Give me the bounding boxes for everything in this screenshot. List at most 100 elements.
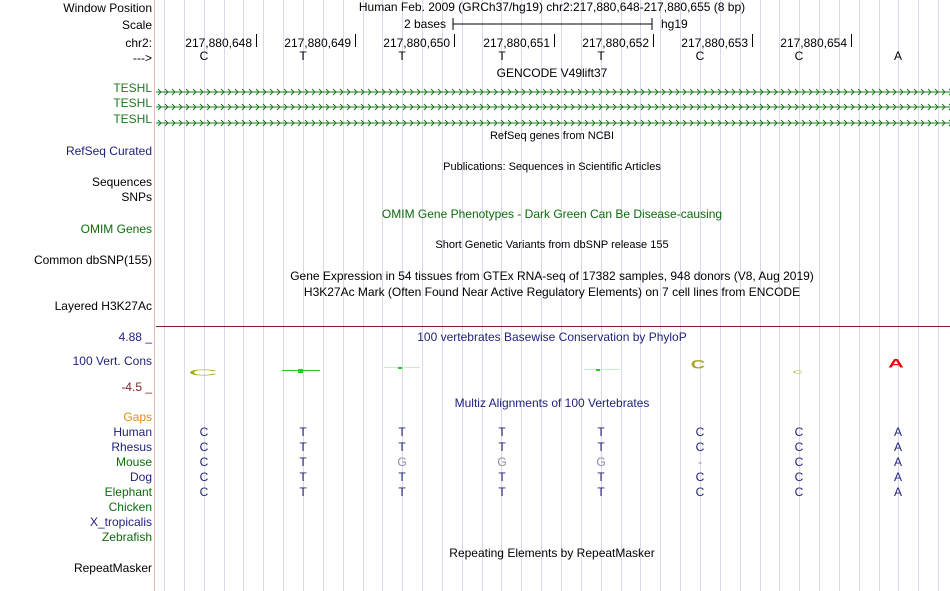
guide-line [859, 0, 860, 591]
phylop-glyph-t-core [596, 369, 600, 371]
guide-line [243, 0, 244, 591]
species-label-human[interactable]: Human [113, 425, 152, 439]
dbsnp-track-title: Short Genetic Variants from dbSNP releas… [435, 239, 669, 251]
gencode-item-label[interactable]: TESHL [113, 112, 152, 126]
guide-line [363, 0, 364, 591]
phylop-glyph-t [584, 369, 620, 370]
publications-track-title: Publications: Sequences in Scientific Ar… [443, 161, 661, 173]
alignment-base: G [397, 455, 407, 469]
species-label-zebrafish[interactable]: Zebrafish [101, 530, 152, 544]
ruler-tick [653, 34, 654, 47]
guide-line [898, 0, 899, 591]
scale-label[interactable]: Scale [121, 18, 152, 32]
species-label-dog[interactable]: Dog [129, 470, 152, 484]
alignment-base: G [497, 455, 507, 469]
guide-line [343, 0, 344, 591]
guide-line [601, 0, 602, 591]
h3k27ac-track-label[interactable]: Layered H3K27Ac [54, 299, 152, 313]
repeatmasker-track-title: Repeating Elements by RepeatMasker [449, 546, 655, 560]
gencode-item-label[interactable]: TESHL [113, 81, 152, 95]
reference-base: T [498, 49, 506, 63]
strand-label[interactable]: ---> [133, 51, 152, 65]
guide-line [422, 0, 423, 591]
alignment-base: C [199, 440, 209, 454]
ruler-tick [752, 34, 753, 47]
alignment-base: T [498, 485, 506, 499]
species-label-chicken[interactable]: Chicken [108, 500, 152, 514]
phylop-track-label[interactable]: 100 Vert. Cons [72, 354, 152, 368]
alignment-base: A [893, 425, 902, 439]
window-position-label[interactable]: Window Position [63, 1, 152, 15]
alignment-base: C [794, 425, 804, 439]
alignment-base: G [596, 455, 606, 469]
alignment-base: T [299, 455, 307, 469]
guide-line [799, 0, 800, 591]
guide-line [581, 0, 582, 591]
alignment-base: C [794, 440, 804, 454]
ruler-tick [554, 34, 555, 47]
guide-line [720, 0, 721, 591]
scale-assembly: hg19 [661, 17, 688, 31]
ruler-coordinate: 217,880,648 [185, 36, 252, 50]
ruler-tick [355, 34, 356, 47]
species-label-x_tropicalis[interactable]: X_tropicalis [89, 515, 152, 529]
guide-line [839, 0, 840, 591]
guide-line [680, 0, 681, 591]
snps-track-label[interactable]: SNPs [121, 190, 152, 204]
guide-line [740, 0, 741, 591]
phylop-max-label: 4.88 _ [118, 330, 152, 344]
ruler-tick [454, 34, 455, 47]
phylop-track-title: 100 vertebrates Basewise Conservation by… [417, 330, 687, 344]
gaps-track-label[interactable]: Gaps [123, 410, 152, 424]
gencode-transcript[interactable] [156, 83, 950, 96]
guide-line [442, 0, 443, 591]
guide-line [164, 0, 165, 591]
alignment-base: T [597, 470, 605, 484]
species-label-elephant[interactable]: Elephant [104, 485, 152, 499]
phylop-glyph-c: C [188, 369, 218, 378]
repeatmasker-track-label[interactable]: RepeatMasker [73, 561, 152, 575]
ruler-tick [256, 34, 257, 47]
phylop-top-line [156, 326, 950, 327]
gencode-transcript[interactable] [156, 114, 950, 127]
refseq-track-label[interactable]: RefSeq Curated [65, 144, 152, 158]
guide-line [204, 0, 205, 591]
omim-track-label[interactable]: OMIM Genes [80, 222, 152, 236]
sequences-track-label[interactable]: Sequences [91, 175, 152, 189]
gencode-track-title: GENCODE V49lift37 [496, 66, 608, 80]
scale-bar [452, 18, 653, 30]
phylop-glyph-a: A [888, 357, 904, 371]
chrom-label[interactable]: chr2: [125, 36, 152, 50]
guide-line [263, 0, 264, 591]
gencode-item-label[interactable]: TESHL [113, 96, 152, 110]
phylop-conservation-plot[interactable]: C C C A [156, 344, 950, 384]
species-label-rhesus[interactable]: Rhesus [111, 440, 152, 454]
alignment-base: A [893, 440, 902, 454]
guide-line [760, 0, 761, 591]
alignment-base: C [199, 425, 209, 439]
ruler-coordinate: 217,880,650 [383, 36, 450, 50]
gencode-transcript[interactable] [156, 98, 950, 111]
label-separator[interactable] [154, 0, 155, 591]
phylop-glyph-t-core [298, 369, 303, 373]
alignment-base: C [199, 455, 209, 469]
gtex-track-title: Gene Expression in 54 tissues from GTEx … [290, 269, 814, 283]
reference-base: C [695, 49, 705, 63]
guide-line [660, 0, 661, 591]
guide-line [283, 0, 284, 591]
alignment-base: T [299, 470, 307, 484]
ruler-coordinate: 217,880,651 [483, 36, 550, 50]
alignment-base: T [498, 425, 506, 439]
dbsnp-track-label[interactable]: Common dbSNP(155) [33, 253, 152, 267]
alignment-base: T [398, 470, 406, 484]
guide-line [561, 0, 562, 591]
alignment-base: T [299, 440, 307, 454]
phylop-glyph-c: C [691, 358, 706, 371]
guide-line [541, 0, 542, 591]
alignment-base: T [299, 425, 307, 439]
alignment-base: T [597, 425, 605, 439]
guide-line [382, 0, 383, 591]
species-label-mouse[interactable]: Mouse [115, 455, 152, 469]
guide-line [819, 0, 820, 591]
